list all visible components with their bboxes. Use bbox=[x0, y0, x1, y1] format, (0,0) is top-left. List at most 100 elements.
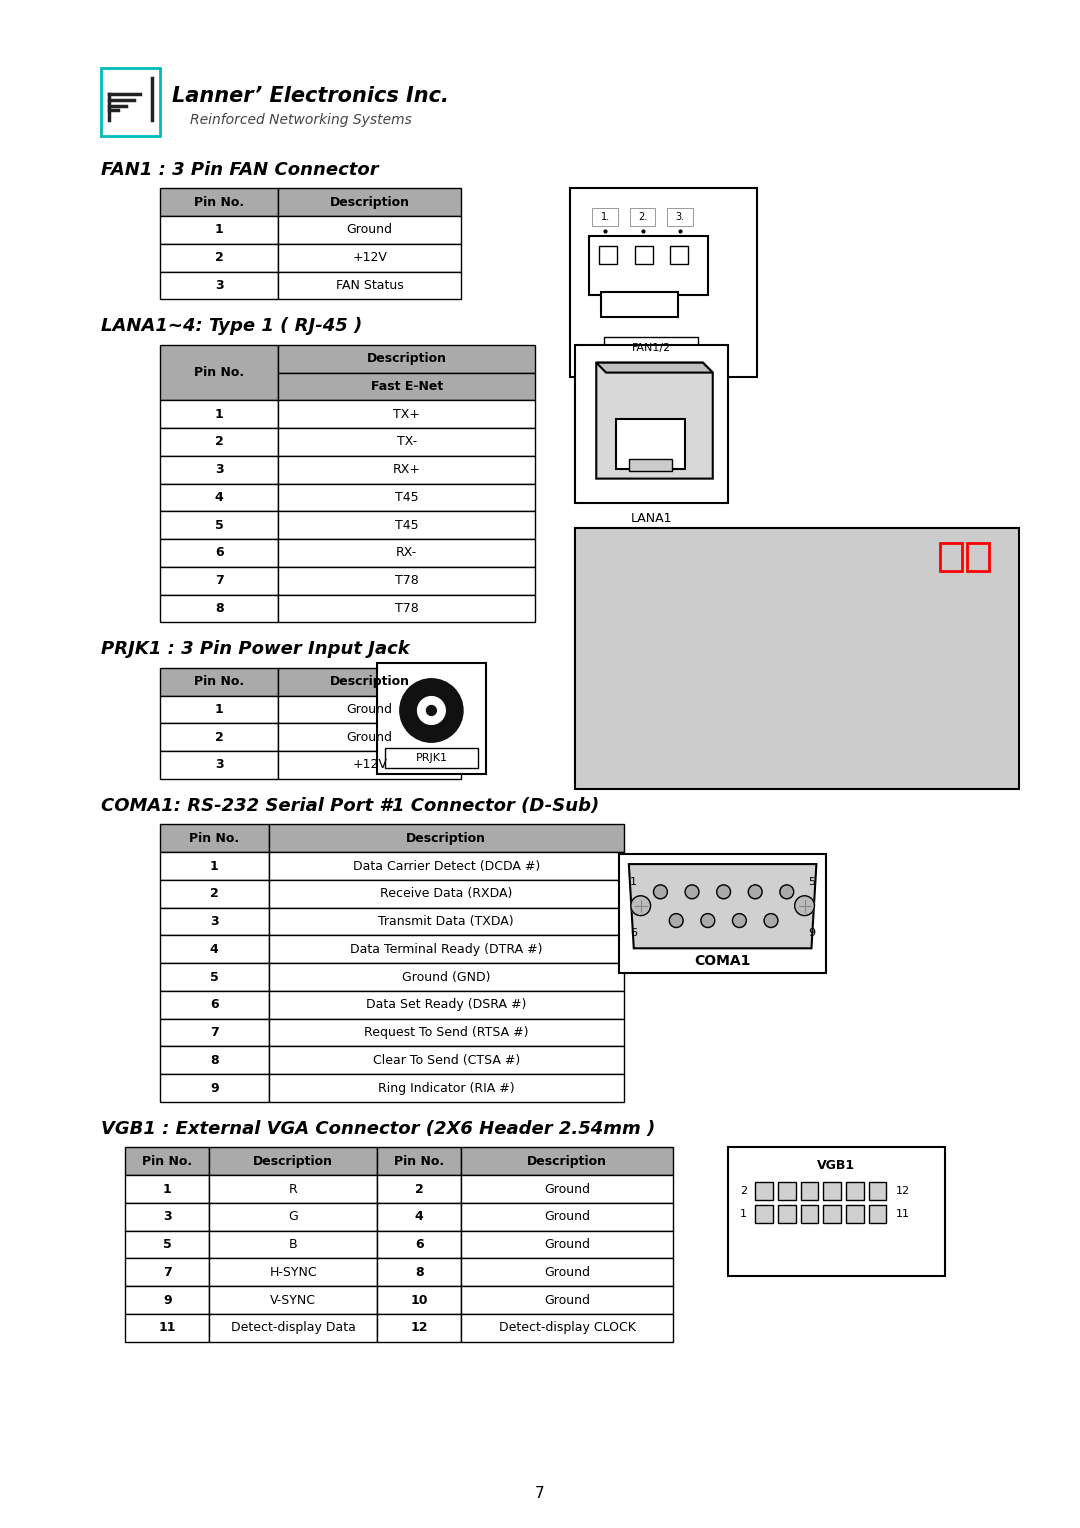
Bar bbox=[604, 336, 698, 359]
Text: 5: 5 bbox=[210, 970, 218, 984]
Text: Ground: Ground bbox=[544, 1294, 590, 1306]
Bar bbox=[377, 1203, 461, 1230]
Bar bbox=[461, 1259, 673, 1287]
Text: R: R bbox=[288, 1183, 298, 1195]
Bar bbox=[279, 723, 461, 752]
Bar bbox=[269, 963, 624, 992]
Bar bbox=[377, 663, 486, 773]
Text: Fast E-Net: Fast E-Net bbox=[370, 380, 443, 393]
Bar bbox=[125, 1175, 210, 1203]
Bar bbox=[210, 1175, 377, 1203]
Bar bbox=[616, 419, 685, 469]
Text: 7: 7 bbox=[536, 1485, 544, 1500]
Bar bbox=[461, 1148, 673, 1175]
Text: 3: 3 bbox=[210, 915, 218, 927]
Bar bbox=[210, 1203, 377, 1230]
Text: 12: 12 bbox=[410, 1322, 428, 1334]
Text: 3: 3 bbox=[215, 463, 224, 477]
Bar bbox=[377, 1287, 461, 1314]
Bar bbox=[823, 1206, 841, 1222]
Bar bbox=[279, 512, 535, 539]
Bar bbox=[755, 1183, 773, 1199]
Text: 7: 7 bbox=[215, 575, 224, 587]
Bar bbox=[377, 1314, 461, 1342]
Text: Data Set Ready (DSRA #): Data Set Ready (DSRA #) bbox=[366, 998, 526, 1012]
Bar bbox=[279, 752, 461, 779]
Bar bbox=[160, 215, 279, 244]
Bar bbox=[846, 1183, 864, 1199]
Bar bbox=[160, 853, 269, 880]
Text: 6: 6 bbox=[210, 998, 218, 1012]
Bar bbox=[384, 749, 477, 769]
Text: COMA1: COMA1 bbox=[694, 953, 751, 969]
Bar bbox=[160, 428, 279, 455]
Text: 9: 9 bbox=[808, 929, 815, 938]
Text: Ground: Ground bbox=[544, 1238, 590, 1251]
Text: Ground: Ground bbox=[347, 730, 393, 744]
Circle shape bbox=[795, 895, 814, 915]
Text: 4: 4 bbox=[415, 1210, 423, 1224]
Text: 3: 3 bbox=[215, 758, 224, 772]
Text: Description: Description bbox=[406, 831, 486, 845]
Text: Ground: Ground bbox=[544, 1265, 590, 1279]
Bar bbox=[461, 1314, 673, 1342]
Bar bbox=[377, 1175, 461, 1203]
Bar bbox=[279, 400, 535, 428]
Text: Pin No.: Pin No. bbox=[194, 367, 244, 379]
Text: 1: 1 bbox=[215, 408, 224, 420]
Bar bbox=[160, 539, 279, 567]
Bar bbox=[635, 246, 652, 264]
Text: PRJK1 : 3 Pin Power Input Jack: PRJK1 : 3 Pin Power Input Jack bbox=[100, 640, 409, 659]
Circle shape bbox=[780, 885, 794, 898]
Bar bbox=[269, 935, 624, 963]
Bar bbox=[160, 244, 279, 272]
Text: 12: 12 bbox=[895, 1186, 909, 1196]
Bar bbox=[868, 1206, 887, 1222]
Bar bbox=[160, 668, 279, 695]
Bar bbox=[778, 1183, 796, 1199]
Bar bbox=[269, 1019, 624, 1047]
Text: 1: 1 bbox=[215, 223, 224, 237]
Text: Pin No.: Pin No. bbox=[194, 675, 244, 688]
Bar bbox=[868, 1183, 887, 1199]
Bar bbox=[160, 963, 269, 992]
Bar bbox=[800, 1206, 819, 1222]
Text: Description: Description bbox=[527, 1155, 607, 1167]
Bar bbox=[461, 1230, 673, 1259]
Text: 4: 4 bbox=[215, 490, 224, 504]
Text: 7: 7 bbox=[163, 1265, 172, 1279]
Text: Detect-display Data: Detect-display Data bbox=[231, 1322, 355, 1334]
Bar bbox=[210, 1314, 377, 1342]
Text: 3: 3 bbox=[215, 280, 224, 292]
Bar bbox=[269, 880, 624, 908]
Polygon shape bbox=[629, 863, 816, 949]
Text: RX-: RX- bbox=[396, 547, 417, 559]
Bar bbox=[125, 1287, 210, 1314]
Bar bbox=[619, 854, 826, 973]
Text: LANA1~4: Type 1 ( RJ-45 ): LANA1~4: Type 1 ( RJ-45 ) bbox=[100, 318, 362, 335]
Text: VGB1: VGB1 bbox=[818, 1158, 855, 1172]
Text: 2: 2 bbox=[215, 251, 224, 264]
Bar bbox=[377, 1230, 461, 1259]
Bar bbox=[630, 208, 656, 226]
Text: 2.: 2. bbox=[638, 212, 647, 222]
Text: Ground: Ground bbox=[347, 703, 393, 717]
Text: 7: 7 bbox=[210, 1025, 218, 1039]
Text: 2: 2 bbox=[415, 1183, 423, 1195]
Text: 6: 6 bbox=[215, 547, 224, 559]
Circle shape bbox=[653, 885, 667, 898]
Polygon shape bbox=[596, 362, 713, 373]
Text: Pin No.: Pin No. bbox=[394, 1155, 444, 1167]
Bar bbox=[279, 594, 535, 622]
Text: VGB1 : External VGA Connector (2X6 Header 2.54mm ): VGB1 : External VGA Connector (2X6 Heade… bbox=[100, 1120, 654, 1138]
Text: B: B bbox=[289, 1238, 297, 1251]
Bar bbox=[279, 539, 535, 567]
Bar bbox=[800, 1183, 819, 1199]
Text: 4: 4 bbox=[210, 943, 218, 957]
Bar bbox=[599, 246, 617, 264]
Bar bbox=[160, 723, 279, 752]
Text: 11: 11 bbox=[159, 1322, 176, 1334]
Bar bbox=[160, 825, 269, 853]
Text: 8: 8 bbox=[210, 1054, 218, 1067]
Text: Ground: Ground bbox=[544, 1210, 590, 1224]
